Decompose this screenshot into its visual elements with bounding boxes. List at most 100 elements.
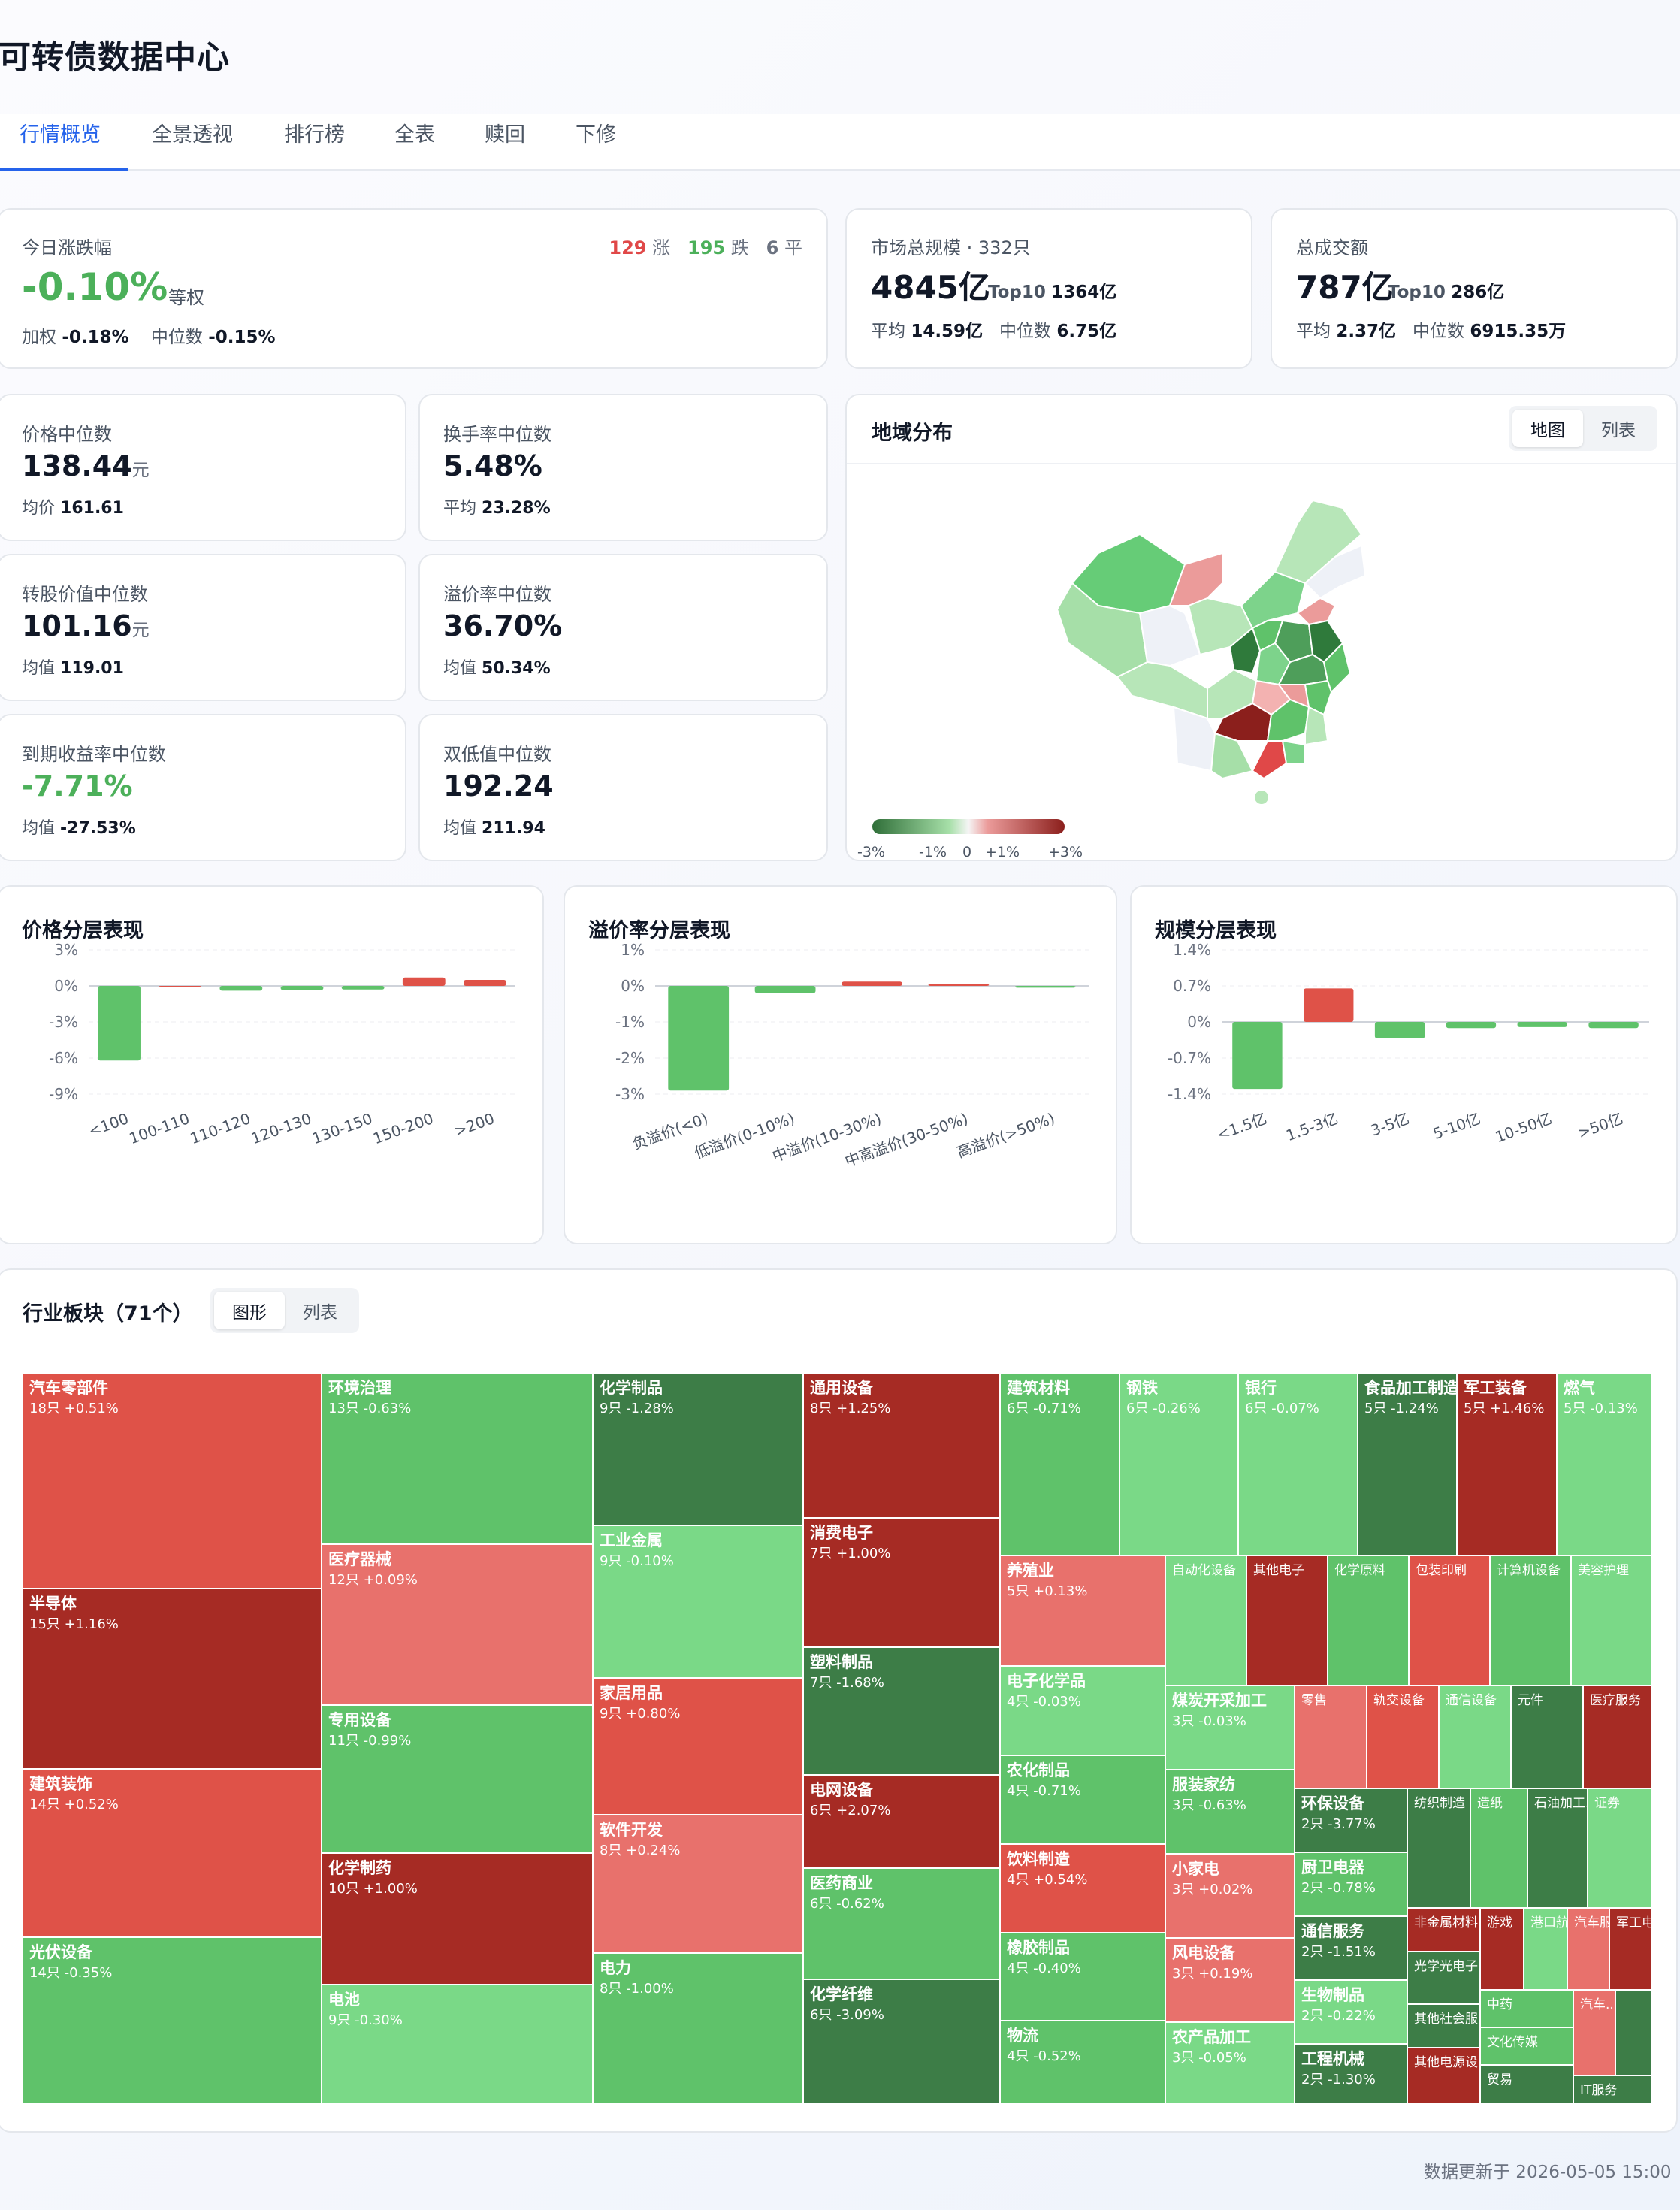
industry-tile[interactable]: 其他电子 bbox=[1246, 1555, 1328, 1685]
industry-tile[interactable]: 钢铁 6只 -0.26% bbox=[1119, 1373, 1238, 1555]
industry-tile[interactable]: 化学原料 bbox=[1328, 1555, 1409, 1685]
industry-tile[interactable]: 包装印刷 bbox=[1409, 1555, 1490, 1685]
industry-tile[interactable]: 汽车服 bbox=[1567, 1908, 1609, 1990]
top10-label: Top10 bbox=[1388, 283, 1446, 302]
industry-tile[interactable]: 银行 6只 -0.07% bbox=[1238, 1373, 1358, 1555]
bar bbox=[219, 986, 263, 991]
industry-tile[interactable]: 软件开发 8只 +0.24% bbox=[593, 1815, 803, 1953]
industry-tile[interactable]: 贸易 bbox=[1480, 2065, 1573, 2104]
industry-tile[interactable]: IT服务 bbox=[1573, 2075, 1651, 2104]
list-view-button[interactable]: 列表 bbox=[1601, 421, 1636, 440]
industry-tile[interactable]: 电子化学品 4只 -0.03% bbox=[1000, 1666, 1165, 1755]
stat-card: 溢价率中位数 36.70% 均值 50.34% bbox=[418, 554, 828, 701]
chart-title: 溢价率分层表现 bbox=[588, 919, 730, 942]
industry-tile[interactable]: 电力 8只 -1.00% bbox=[593, 1953, 803, 2104]
industry-tile[interactable]: 电网设备 6只 +2.07% bbox=[803, 1775, 1000, 1868]
industry-tile[interactable]: 非金属材料 bbox=[1407, 1908, 1480, 1952]
industry-tile[interactable] bbox=[1615, 1990, 1651, 2075]
industry-tile[interactable]: 轨交设备 bbox=[1367, 1685, 1439, 1788]
industry-tile[interactable]: 饮料制造 4只 +0.54% bbox=[1000, 1844, 1165, 1933]
chart-view-button[interactable]: 图形 bbox=[214, 1292, 285, 1329]
tab-panorama[interactable]: 全景透视 bbox=[152, 123, 233, 147]
tab-revision[interactable]: 下修 bbox=[576, 123, 616, 147]
industry-tile[interactable]: 生物制品 2只 -0.22% bbox=[1295, 1980, 1407, 2044]
industry-tile[interactable]: 工业金属 9只 -0.10% bbox=[593, 1525, 803, 1678]
industry-tile[interactable]: 光学光电子 bbox=[1407, 1952, 1480, 2004]
industry-tile[interactable]: 建筑材料 6只 -0.71% bbox=[1000, 1373, 1119, 1555]
industry-tile[interactable]: 半导体 15只 +1.16% bbox=[23, 1589, 322, 1769]
industry-name: 医疗服务 bbox=[1590, 1693, 1641, 1708]
industry-tile[interactable]: 中药 bbox=[1480, 1990, 1573, 2027]
tab-ranking[interactable]: 排行榜 bbox=[284, 123, 345, 147]
tab-full-table[interactable]: 全表 bbox=[394, 123, 435, 147]
industry-name: 塑料制品 bbox=[810, 1653, 873, 1671]
industry-tile[interactable]: 小家电 3只 +0.02% bbox=[1165, 1854, 1295, 1938]
industry-tile[interactable]: 零售 bbox=[1295, 1685, 1367, 1788]
industry-tile[interactable]: 其他电源设 bbox=[1407, 2048, 1480, 2104]
stat-sub-label: 均值 bbox=[22, 659, 56, 678]
industry-tile[interactable]: 医疗器械 12只 +0.09% bbox=[322, 1544, 593, 1705]
industry-tile[interactable]: 港口航 bbox=[1524, 1908, 1567, 1990]
industry-tile[interactable]: 化学纤维 6只 -3.09% bbox=[803, 1979, 1000, 2104]
industry-tile[interactable]: 通信设备 bbox=[1439, 1685, 1511, 1788]
industry-tile[interactable]: 煤炭开采加工 3只 -0.03% bbox=[1165, 1685, 1295, 1770]
map-view-button[interactable]: 地图 bbox=[1512, 410, 1583, 447]
industry-tile[interactable]: 纺织制造 bbox=[1407, 1788, 1470, 1908]
median-label: 中位数 bbox=[999, 322, 1052, 341]
industry-tile[interactable]: 建筑装饰 14只 +0.52% bbox=[23, 1769, 322, 1937]
industry-tile[interactable]: 塑料制品 7只 -1.68% bbox=[803, 1647, 1000, 1775]
industry-tile[interactable]: 汽车零部件 18只 +0.51% bbox=[23, 1373, 322, 1589]
industry-tile[interactable]: 家居用品 9只 +0.80% bbox=[593, 1678, 803, 1815]
industry-tile[interactable]: 物流 4只 -0.52% bbox=[1000, 2021, 1165, 2104]
industry-tile[interactable]: 消费电子 7只 +1.00% bbox=[803, 1518, 1000, 1647]
industry-tile[interactable]: 农化制品 4只 -0.71% bbox=[1000, 1755, 1165, 1844]
industry-tile[interactable]: 食品加工制造 5只 -1.24% bbox=[1358, 1373, 1457, 1555]
industry-tile[interactable]: 证券 bbox=[1588, 1788, 1651, 1908]
tab-redemption[interactable]: 赎回 bbox=[485, 123, 525, 147]
industry-tile[interactable]: 计算机设备 bbox=[1490, 1555, 1571, 1685]
industry-tile[interactable]: 专用设备 11只 -0.99% bbox=[322, 1705, 593, 1853]
industry-tile[interactable]: 其他社会服 bbox=[1407, 2004, 1480, 2048]
industry-tile[interactable]: 工程机械 2只 -1.30% bbox=[1295, 2044, 1407, 2104]
industry-stats: 11只 -0.99% bbox=[328, 1733, 412, 1749]
region-title: 地域分布 bbox=[872, 422, 953, 445]
industry-tile[interactable]: 电池 9只 -0.30% bbox=[322, 1985, 593, 2104]
x-tick-label: 150-200 bbox=[370, 1109, 436, 1147]
stat-value: 5.48% bbox=[443, 449, 542, 482]
industry-tile[interactable]: 美容护理 bbox=[1571, 1555, 1651, 1685]
industry-tile[interactable]: 环保设备 2只 -3.77% bbox=[1295, 1788, 1407, 1852]
list-view-button[interactable]: 列表 bbox=[303, 1303, 337, 1323]
industry-tile[interactable]: 军工装备 5只 +1.46% bbox=[1457, 1373, 1557, 1555]
industry-name: 建筑装饰 bbox=[29, 1775, 92, 1793]
industry-name: 化学制药 bbox=[328, 1859, 391, 1877]
industry-tile[interactable]: 造纸 bbox=[1470, 1788, 1527, 1908]
industry-tile[interactable]: 燃气 5只 -0.13% bbox=[1557, 1373, 1651, 1555]
industry-tile[interactable]: 环境治理 13只 -0.63% bbox=[322, 1373, 593, 1544]
industry-tile[interactable]: 厨卫电器 2只 -0.78% bbox=[1295, 1852, 1407, 1916]
china-region-map[interactable] bbox=[1027, 493, 1380, 809]
industry-tile[interactable]: 军工电 bbox=[1609, 1908, 1651, 1990]
industry-stats: 14只 +0.52% bbox=[29, 1797, 119, 1812]
industry-tile[interactable]: 医药商业 6只 -0.62% bbox=[803, 1868, 1000, 1979]
industry-tile[interactable]: 医疗服务 bbox=[1583, 1685, 1651, 1788]
industry-tile[interactable]: 元件 bbox=[1511, 1685, 1583, 1788]
industry-tile[interactable]: 石油加工... bbox=[1527, 1788, 1588, 1908]
industry-tile[interactable]: 自动化设备 bbox=[1165, 1555, 1246, 1685]
industry-tile[interactable]: 光伏设备 14只 -0.35% bbox=[23, 1937, 322, 2104]
industry-tile[interactable]: 汽车... bbox=[1573, 1990, 1615, 2075]
industry-tile[interactable]: 农产品加工 3只 -0.05% bbox=[1165, 2022, 1295, 2104]
tab-overview[interactable]: 行情概览 bbox=[0, 114, 128, 171]
industry-tile[interactable]: 橡胶制品 4只 -0.40% bbox=[1000, 1933, 1165, 2021]
industry-name: 软件开发 bbox=[600, 1821, 663, 1839]
industry-tile[interactable]: 化学制品 9只 -1.28% bbox=[593, 1373, 803, 1525]
industry-tile[interactable]: 通用设备 8只 +1.25% bbox=[803, 1373, 1000, 1518]
industry-tile[interactable]: 化学制药 10只 +1.00% bbox=[322, 1853, 593, 1985]
industry-tile[interactable]: 通信服务 2只 -1.51% bbox=[1295, 1916, 1407, 1980]
legend-tick: -1% bbox=[919, 844, 947, 860]
industry-tile[interactable]: 文化传媒 bbox=[1480, 2027, 1573, 2065]
industry-tile[interactable]: 游戏 bbox=[1480, 1908, 1524, 1990]
industry-tile[interactable]: 服装家纺 3只 -0.63% bbox=[1165, 1770, 1295, 1854]
industry-tile[interactable]: 养殖业 5只 +0.13% bbox=[1000, 1555, 1165, 1666]
market-size-top10: Top10 1364亿 bbox=[988, 277, 1116, 303]
industry-tile[interactable]: 风电设备 3只 +0.19% bbox=[1165, 1938, 1295, 2022]
